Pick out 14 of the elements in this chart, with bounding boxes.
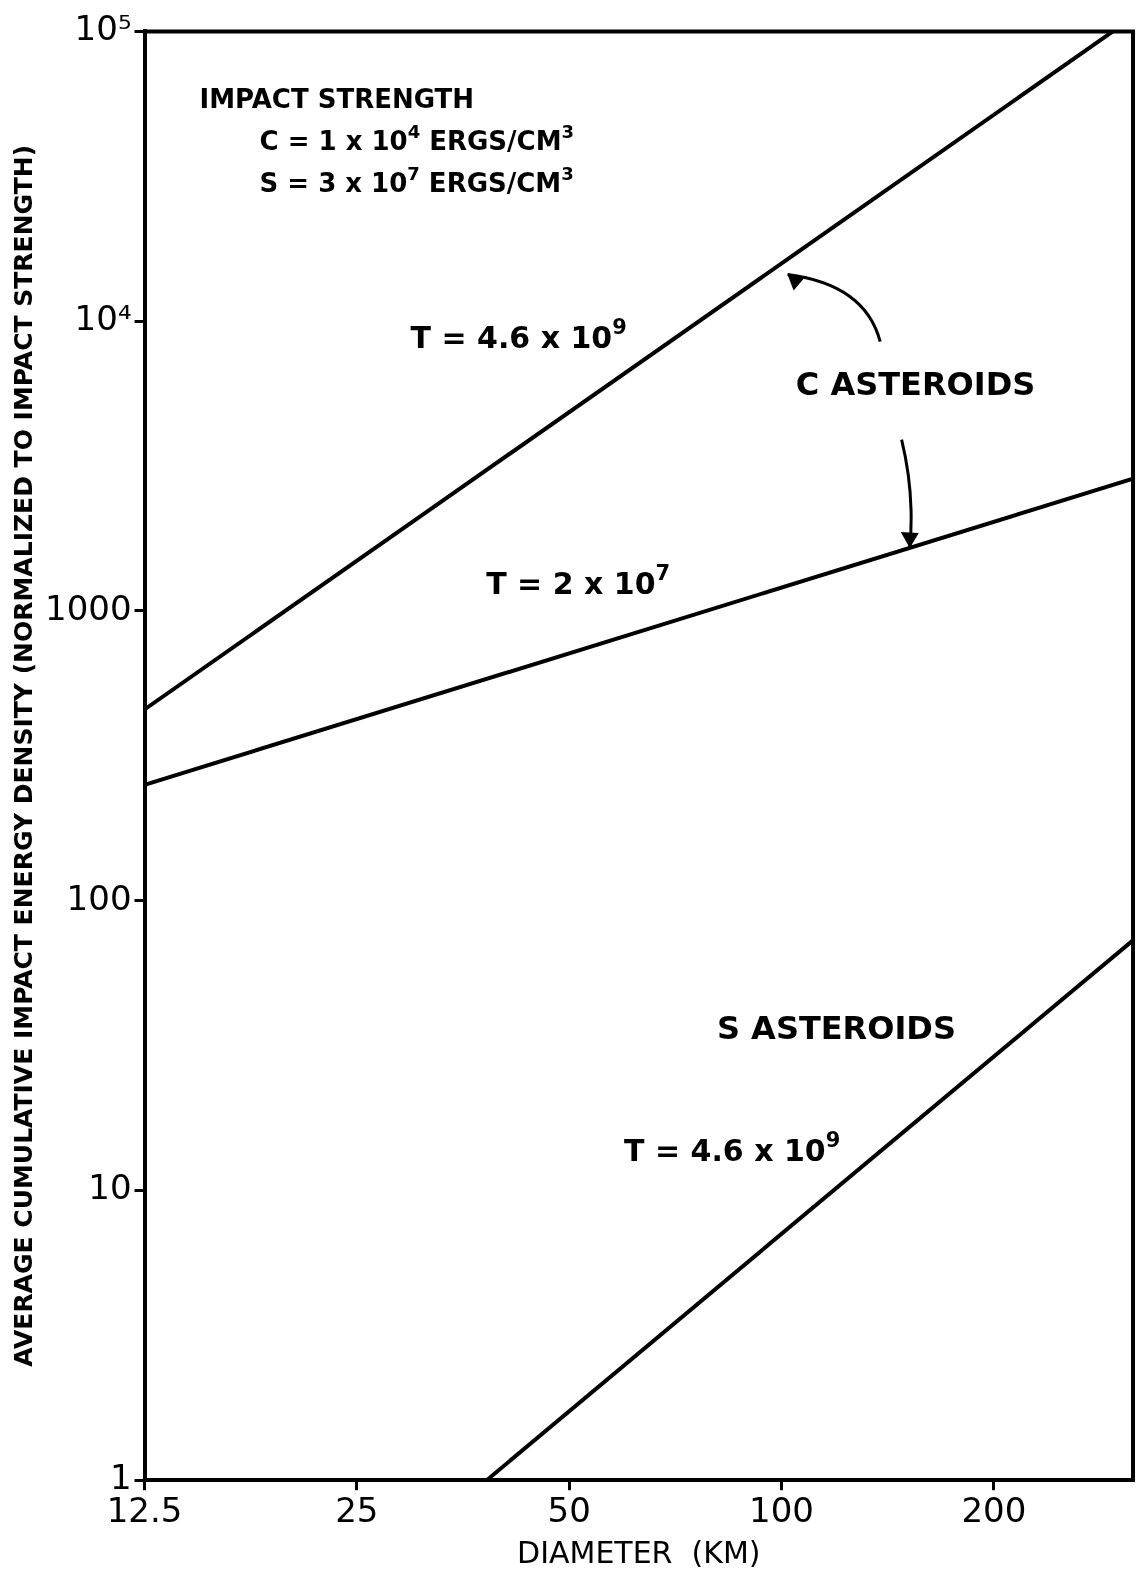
y-tick-label: 10 — [88, 1167, 132, 1208]
annotation: C ASTEROIDS — [795, 364, 1036, 403]
y-tick-label: 100 — [66, 877, 132, 918]
annotation: S ASTEROIDS — [716, 1009, 956, 1048]
y-tick-label: 10⁴ — [74, 297, 132, 338]
x-tick-label: 25 — [335, 1490, 379, 1531]
y-axis-title: AVERAGE CUMULATIVE IMPACT ENERGY DENSITY (NORMALIZED TO IMPACT STRENGTH) — [8, 144, 38, 1367]
y-tick-label: 1000 — [45, 587, 132, 628]
x-axis-title: DIAMETER (KM) — [517, 1534, 761, 1570]
x-tick-label: 200 — [961, 1490, 1027, 1531]
annotation: IMPACT STRENGTH — [199, 84, 475, 115]
x-tick-label: 100 — [749, 1490, 814, 1531]
x-tick-label: 50 — [547, 1490, 591, 1531]
y-tick-label: 10⁵ — [74, 8, 132, 49]
